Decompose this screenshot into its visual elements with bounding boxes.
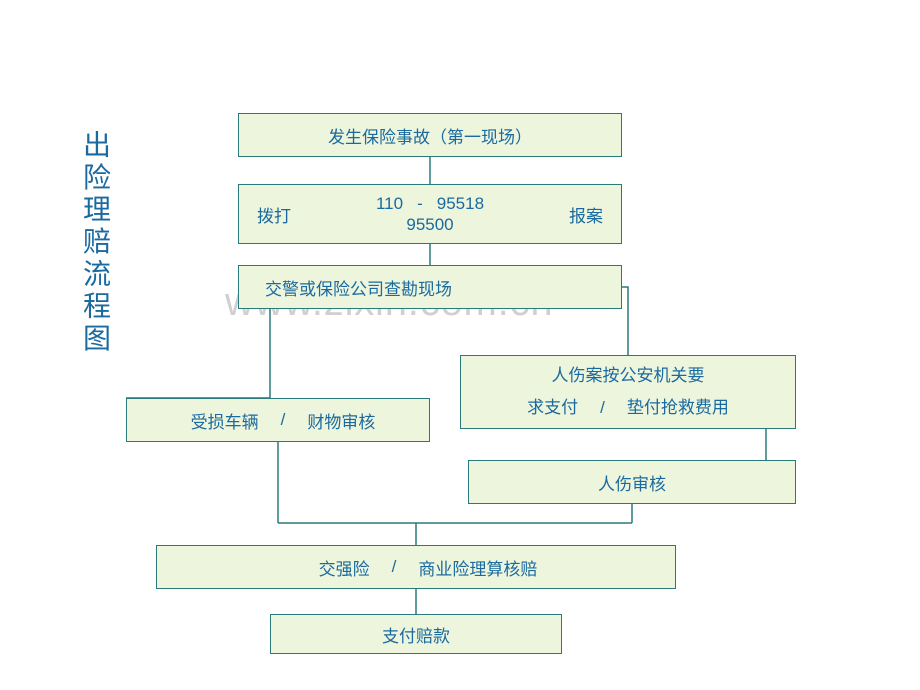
call-110: 110 (376, 193, 403, 214)
node-text: 人伤审核 (598, 470, 666, 495)
node-payout: 支付赔款 (270, 614, 562, 654)
call-95500: 95500 (406, 214, 453, 235)
call-95518: 95518 (437, 193, 484, 214)
injury-l2a: 求支付 (527, 392, 578, 424)
injury-line1: 人伤案按公安机关要 (469, 360, 787, 392)
vehicle-row: 受损车辆 / 财物审核 (181, 408, 376, 433)
injury-inner: 人伤案按公安机关要 求支付 / 垫付抢救费用 (469, 360, 787, 425)
node-incident: 发生保险事故（第一现场） (238, 113, 622, 157)
node-call-inner: 拨打 110 - 95518 95500 报案 (247, 193, 613, 236)
call-right: 报案 (569, 202, 603, 227)
call-mid: 110 - 95518 95500 (376, 193, 484, 236)
vehicle-slash: / (281, 410, 286, 430)
node-inspect: 交警或保险公司查勘现场 (238, 265, 622, 309)
vehicle-b: 财物审核 (307, 408, 375, 433)
settle-a: 交强险 (319, 555, 370, 580)
injury-l1a: 人伤案按公安机关要 (552, 360, 705, 392)
settle-slash: / (392, 557, 397, 577)
node-injury-review: 人伤审核 (468, 460, 796, 504)
injury-line2: 求支付 / 垫付抢救费用 (469, 392, 787, 424)
vehicle-a: 受损车辆 (191, 408, 259, 433)
node-vehicle-review: 受损车辆 / 财物审核 (126, 398, 430, 442)
node-settlement: 交强险 / 商业险理算核赔 (156, 545, 676, 589)
call-left: 拨打 (257, 202, 291, 227)
node-injury-pay: 人伤案按公安机关要 求支付 / 垫付抢救费用 (460, 355, 796, 429)
call-mid-top-row: 110 - 95518 (376, 193, 484, 214)
node-call: 拨打 110 - 95518 95500 报案 (238, 184, 622, 244)
injury-slash: / (600, 392, 605, 424)
settle-row: 交强险 / 商业险理算核赔 (295, 555, 538, 580)
settle-b: 商业险理算核赔 (418, 555, 537, 580)
node-text: 交警或保险公司查勘现场 (265, 275, 452, 300)
page-title-vertical: 出险理赔流程图 (75, 130, 115, 355)
node-text: 发生保险事故（第一现场） (328, 123, 532, 148)
title-text: 出险理赔流程图 (80, 130, 111, 355)
node-text: 支付赔款 (382, 622, 450, 647)
injury-l2b: 垫付抢救费用 (627, 392, 729, 424)
call-dash: - (417, 193, 423, 214)
